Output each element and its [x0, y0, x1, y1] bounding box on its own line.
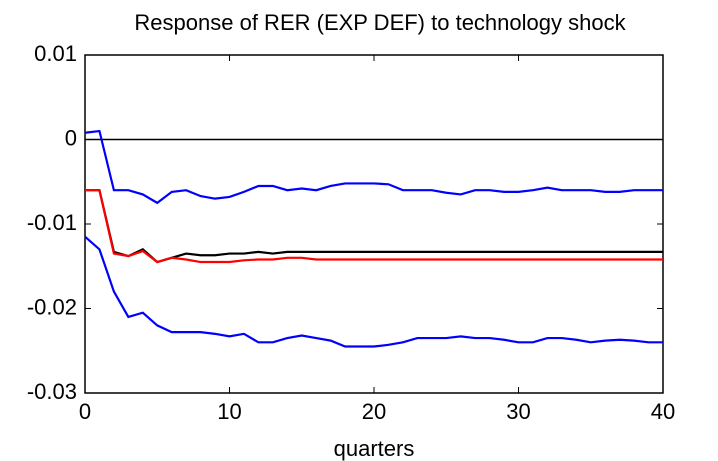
series-line [84, 235, 663, 348]
x-tick-label: 10 [217, 399, 241, 424]
x-tick-label: 0 [79, 399, 91, 424]
y-tick-label: 0.01 [34, 41, 77, 66]
plot-frame [84, 54, 664, 394]
y-tick-label: -0.02 [27, 294, 77, 319]
x-tick-label: 20 [362, 399, 386, 424]
series-line [85, 189, 663, 264]
series-line [84, 129, 663, 205]
chart-title: Response of RER (EXP DEF) to technology … [134, 10, 626, 35]
x-axis-label: quarters [334, 436, 415, 461]
y-tick-label: 0 [65, 125, 77, 150]
x-tick-label: 40 [651, 399, 675, 424]
y-tick-label: -0.03 [27, 379, 77, 404]
y-tick-label: -0.01 [27, 210, 77, 235]
x-tick-label: 30 [506, 399, 530, 424]
series-line [85, 189, 663, 264]
